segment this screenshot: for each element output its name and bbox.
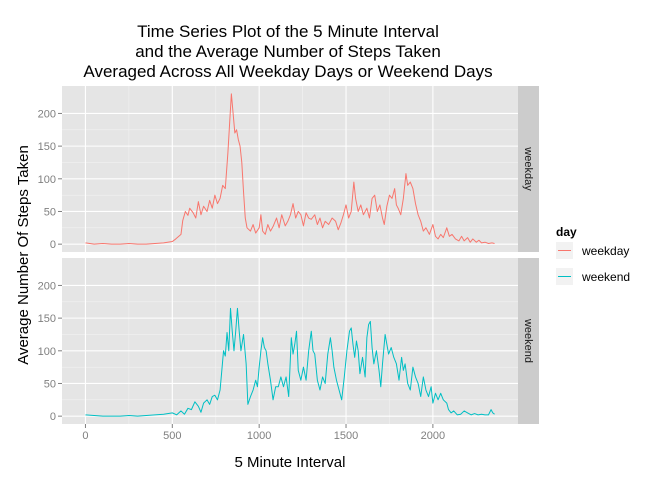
x-tick-label: 0 <box>82 430 88 442</box>
legend-label-weekend: weekend <box>581 270 630 284</box>
y-tick-label: 200 <box>38 280 56 292</box>
strip-label-weekday: weekday <box>522 146 534 191</box>
panel-weekend-background <box>62 258 518 424</box>
y-axis-weekend: 0 50 100 150 200 <box>38 280 62 423</box>
panel-weekday-background <box>62 86 518 252</box>
x-tick-label: 500 <box>163 430 181 442</box>
title-line-1: Time Series Plot of the 5 Minute Interva… <box>137 22 439 41</box>
y-tick-label: 100 <box>38 346 56 358</box>
strip-weekday <box>518 86 539 252</box>
panel-weekday-gridlines <box>62 86 518 252</box>
y-tick-label: 200 <box>38 108 56 120</box>
x-tick-label: 1500 <box>334 430 358 442</box>
x-axis: 0 500 1000 1500 2000 <box>82 424 445 442</box>
legend: day weekday weekend <box>556 225 630 285</box>
strip-weekend <box>518 258 539 424</box>
y-tick-label: 0 <box>50 411 56 423</box>
y-tick-label: 150 <box>38 313 56 325</box>
panel-weekend-series <box>85 307 495 417</box>
series-line-weekday <box>85 93 495 245</box>
y-axis-weekday: 0 50 100 150 200 <box>38 108 62 251</box>
x-axis-title: 5 Minute Interval <box>235 454 346 471</box>
chart-title: Time Series Plot of the 5 Minute Interva… <box>83 22 492 81</box>
title-line-3: Averaged Across All Weekday Days or Week… <box>83 62 492 81</box>
panel-weekday-series <box>85 93 495 245</box>
y-tick-label: 150 <box>38 141 56 153</box>
title-line-2: and the Average Number of Steps Taken <box>135 42 441 61</box>
y-tick-label: 50 <box>44 378 56 390</box>
strip-label-weekend: weekend <box>522 318 534 363</box>
y-tick-label: 50 <box>44 206 56 218</box>
legend-title: day <box>556 225 577 239</box>
y-tick-label: 100 <box>38 174 56 186</box>
x-tick-label: 2000 <box>421 430 445 442</box>
series-line-weekend <box>85 307 495 417</box>
y-tick-label: 0 <box>50 239 56 251</box>
y-axis-title: Average Number Of Steps Taken <box>15 145 32 365</box>
legend-label-weekday: weekday <box>581 244 629 258</box>
x-tick-label: 1000 <box>247 430 271 442</box>
